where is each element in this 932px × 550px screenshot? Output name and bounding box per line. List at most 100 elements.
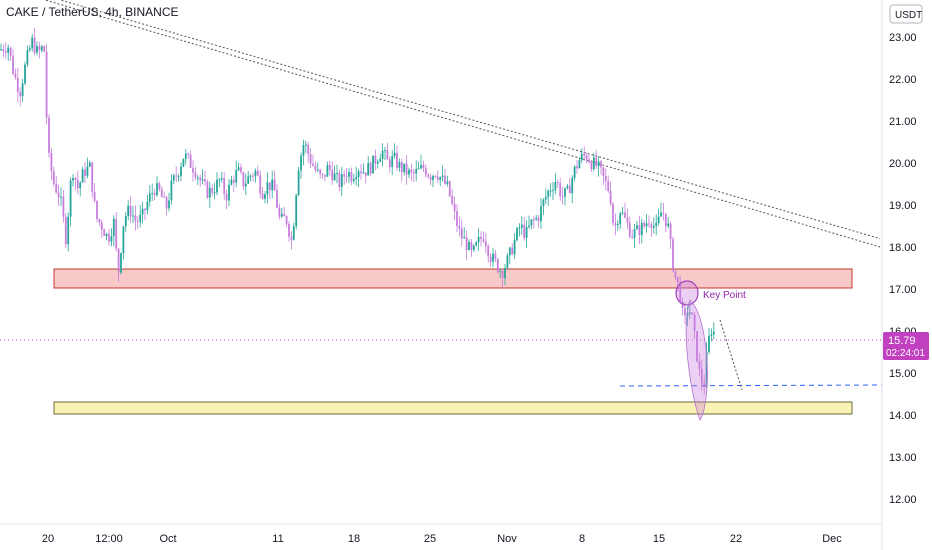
candle-body: [583, 153, 586, 156]
key-point-label: Key Point: [703, 290, 746, 301]
candle-body: [232, 179, 235, 183]
candle-body: [542, 199, 545, 207]
candle-body: [660, 212, 662, 217]
candle-body: [151, 192, 154, 194]
candle-body: [48, 117, 50, 153]
projection-line[interactable]: [719, 319, 743, 391]
candle-body: [103, 229, 106, 236]
candle-body: [24, 64, 26, 84]
candle-body: [636, 225, 638, 230]
candle-body: [667, 223, 670, 227]
candle-body: [350, 172, 353, 182]
candle-body: [189, 154, 192, 168]
candle-body: [597, 161, 600, 167]
trend-line[interactable]: [0, 0, 881, 240]
candle-body: [292, 226, 295, 240]
candle-body: [206, 181, 209, 198]
trend-line[interactable]: [0, 0, 881, 248]
candle-body: [45, 51, 48, 118]
candle-body: [477, 236, 480, 243]
candle-body: [472, 245, 475, 250]
candle-body: [643, 222, 646, 227]
drop-highlight-shape[interactable]: [685, 299, 708, 421]
candle-body: [112, 218, 115, 237]
candle-body: [108, 233, 110, 242]
candle-body: [460, 228, 463, 239]
candle-body: [412, 172, 415, 174]
candle-body: [259, 175, 262, 194]
candle-body: [132, 215, 134, 217]
candle-body: [136, 221, 139, 223]
candle-body: [688, 312, 691, 314]
candle-body: [283, 213, 286, 217]
resistance-zone[interactable]: [53, 268, 853, 289]
candle-body: [600, 161, 602, 168]
candle-body: [705, 352, 708, 388]
candle-body: [88, 162, 91, 167]
candle-body: [384, 150, 386, 152]
candle-body: [93, 191, 96, 201]
candle-body: [160, 189, 163, 198]
candle-body: [559, 183, 562, 197]
candle-body: [31, 37, 34, 49]
candle-body: [249, 175, 252, 177]
candle-body: [14, 73, 17, 78]
candle-body: [556, 182, 559, 184]
candle-body: [547, 191, 550, 197]
trend-lines[interactable]: [0, 0, 881, 248]
candle-body: [475, 242, 478, 246]
candle-body: [355, 177, 358, 180]
candle-body: [372, 155, 374, 174]
candle-body: [518, 227, 521, 229]
candle-body: [16, 77, 19, 93]
candle-body: [700, 368, 703, 384]
candle-body: [9, 47, 12, 56]
candle-body: [33, 37, 36, 53]
candle-body: [376, 161, 379, 164]
candle-body: [386, 150, 389, 160]
target-level-line[interactable]: [619, 384, 883, 387]
candle-body: [98, 219, 101, 223]
candle-body: [453, 203, 456, 212]
candle-body: [554, 182, 557, 190]
candle-body: [540, 206, 542, 222]
candle-body: [576, 166, 578, 169]
candle-body: [657, 216, 660, 224]
support-zone[interactable]: [53, 401, 853, 415]
candle-body: [297, 170, 300, 196]
candle-body: [523, 224, 526, 238]
candle-body: [616, 224, 619, 226]
candle-body: [650, 224, 653, 228]
candle-body: [91, 162, 94, 192]
candle-body: [417, 168, 420, 170]
currency-button[interactable]: USDT: [889, 4, 923, 24]
candle-body: [415, 168, 418, 174]
candle-body: [194, 172, 197, 178]
candle-body: [381, 150, 384, 159]
candle-body: [144, 208, 146, 211]
candle-body: [312, 163, 314, 166]
candle-body: [74, 177, 77, 180]
candle-body: [352, 179, 355, 182]
candle-body: [391, 156, 394, 168]
candle-body: [170, 180, 173, 201]
candle-body: [2, 49, 5, 52]
candle-body: [165, 197, 168, 209]
key-point-circle[interactable]: [675, 280, 699, 306]
candle-body: [72, 177, 74, 181]
candle-body: [484, 241, 487, 247]
candle-body: [429, 176, 432, 181]
candle-body: [110, 236, 113, 242]
candle-body: [679, 282, 682, 302]
x-axis[interactable]: 20 12:00 Oct 11 18 25 Nov 8 15 22 Dec: [0, 523, 882, 545]
candle-body: [141, 208, 144, 215]
candle-body: [213, 192, 216, 194]
candle-body: [201, 179, 204, 181]
candle-body: [655, 223, 658, 226]
candle-body: [295, 195, 298, 227]
candle-body: [537, 217, 540, 222]
candle-body: [211, 187, 214, 193]
candle-body: [244, 183, 247, 187]
candle-body: [4, 51, 7, 53]
